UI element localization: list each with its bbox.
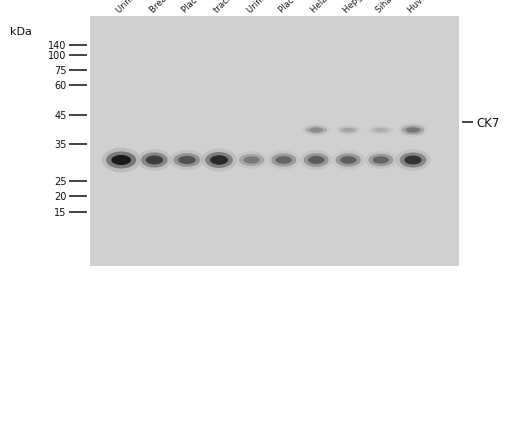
Text: 60: 60 xyxy=(54,81,67,91)
Ellipse shape xyxy=(267,151,300,170)
Text: 45: 45 xyxy=(54,111,67,121)
Ellipse shape xyxy=(302,125,330,137)
Ellipse shape xyxy=(342,129,355,133)
Ellipse shape xyxy=(374,129,387,132)
Ellipse shape xyxy=(338,127,359,134)
Text: Breast (M): Breast (M) xyxy=(148,0,186,15)
Ellipse shape xyxy=(179,157,195,165)
Ellipse shape xyxy=(399,124,427,138)
Text: Placenta (R): Placenta (R) xyxy=(278,0,321,15)
Text: Urinary bladder (R): Urinary bladder (R) xyxy=(245,0,310,15)
Ellipse shape xyxy=(396,150,430,172)
Text: Hela (H): Hela (H) xyxy=(310,0,341,15)
Ellipse shape xyxy=(111,156,131,166)
Ellipse shape xyxy=(335,126,362,136)
Ellipse shape xyxy=(275,157,292,165)
Ellipse shape xyxy=(141,153,168,168)
Text: 35: 35 xyxy=(54,139,67,149)
Text: kDa: kDa xyxy=(10,27,32,37)
Ellipse shape xyxy=(372,157,389,164)
Ellipse shape xyxy=(304,154,329,167)
Text: 75: 75 xyxy=(54,66,67,76)
Ellipse shape xyxy=(332,151,365,170)
Text: Urinary bladder (M): Urinary bladder (M) xyxy=(115,0,181,15)
Ellipse shape xyxy=(106,152,136,169)
Text: 20: 20 xyxy=(54,192,67,202)
Ellipse shape xyxy=(371,127,391,134)
Ellipse shape xyxy=(309,128,323,133)
Ellipse shape xyxy=(102,148,141,173)
Ellipse shape xyxy=(170,150,204,171)
Ellipse shape xyxy=(210,156,228,165)
Ellipse shape xyxy=(368,154,393,167)
Ellipse shape xyxy=(271,154,296,167)
Ellipse shape xyxy=(239,154,264,167)
Ellipse shape xyxy=(336,154,361,167)
Ellipse shape xyxy=(201,149,237,172)
Text: Placenta (M): Placenta (M) xyxy=(181,0,225,15)
Ellipse shape xyxy=(173,154,200,167)
Ellipse shape xyxy=(400,153,426,168)
Text: 100: 100 xyxy=(48,51,67,61)
Text: Huvec (H): Huvec (H) xyxy=(407,0,443,15)
Text: trachea (M): trachea (M) xyxy=(213,0,254,15)
Text: 15: 15 xyxy=(54,208,67,218)
Ellipse shape xyxy=(305,126,327,135)
Ellipse shape xyxy=(404,156,422,165)
Text: CK7: CK7 xyxy=(476,117,500,130)
Ellipse shape xyxy=(146,156,163,165)
Ellipse shape xyxy=(205,153,233,169)
Text: Siha (H): Siha (H) xyxy=(374,0,405,15)
Ellipse shape xyxy=(243,157,260,164)
Ellipse shape xyxy=(137,150,172,172)
Ellipse shape xyxy=(235,152,268,169)
Text: 25: 25 xyxy=(54,177,67,187)
Ellipse shape xyxy=(402,126,424,135)
Ellipse shape xyxy=(300,150,332,171)
Ellipse shape xyxy=(308,157,324,165)
Ellipse shape xyxy=(365,151,397,170)
Ellipse shape xyxy=(340,157,357,165)
Ellipse shape xyxy=(368,126,394,135)
Text: Hepg2 (H): Hepg2 (H) xyxy=(342,0,380,15)
Ellipse shape xyxy=(406,128,420,133)
Text: 140: 140 xyxy=(48,41,67,51)
